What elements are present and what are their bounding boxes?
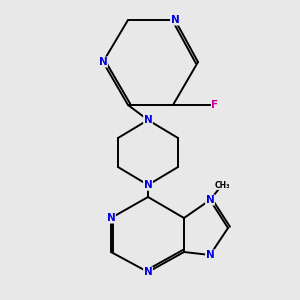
Text: N: N xyxy=(206,195,214,205)
Text: N: N xyxy=(144,267,152,277)
Text: F: F xyxy=(212,100,219,110)
Text: N: N xyxy=(144,180,152,190)
Text: N: N xyxy=(106,213,116,223)
Text: N: N xyxy=(206,250,214,260)
Text: N: N xyxy=(171,15,179,25)
Text: N: N xyxy=(99,57,107,67)
Text: N: N xyxy=(144,180,152,190)
Text: N: N xyxy=(144,115,152,125)
Text: CH₃: CH₃ xyxy=(214,181,230,190)
